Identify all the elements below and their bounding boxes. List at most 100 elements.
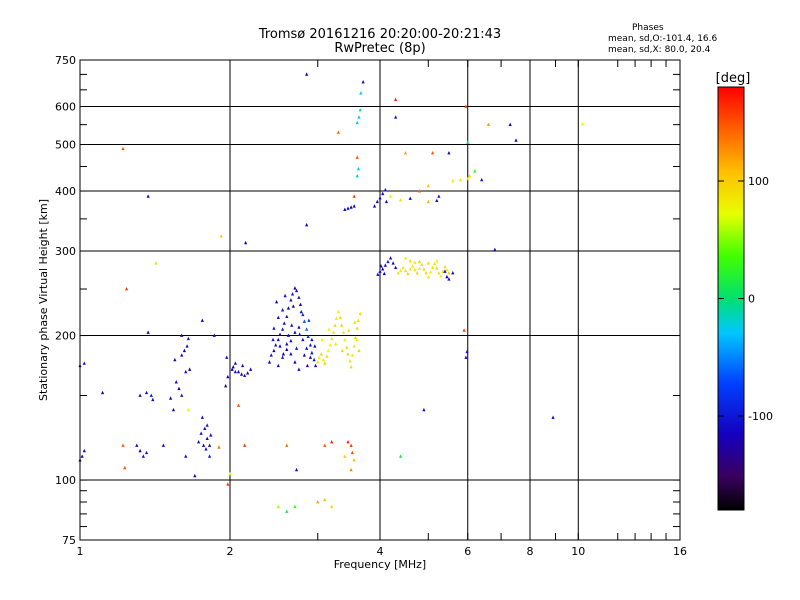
data-point bbox=[458, 177, 463, 182]
data-point bbox=[441, 269, 445, 273]
data-point bbox=[355, 155, 359, 159]
data-point bbox=[408, 267, 412, 271]
data-point bbox=[161, 443, 165, 447]
data-point bbox=[486, 122, 490, 127]
data-point bbox=[169, 396, 173, 400]
data-point bbox=[352, 204, 356, 208]
data-point bbox=[346, 440, 350, 444]
data-point bbox=[330, 504, 334, 509]
data-point bbox=[121, 443, 125, 447]
data-point bbox=[381, 191, 385, 196]
data-point bbox=[276, 504, 280, 509]
data-point bbox=[204, 447, 208, 451]
data-point bbox=[82, 361, 86, 365]
data-point bbox=[297, 325, 301, 329]
data-point bbox=[200, 318, 204, 322]
data-point bbox=[435, 198, 439, 203]
data-point bbox=[294, 346, 299, 350]
data-point bbox=[301, 312, 305, 317]
data-point bbox=[298, 332, 302, 336]
data-point bbox=[269, 353, 273, 357]
data-point bbox=[334, 342, 338, 346]
data-point bbox=[307, 318, 311, 322]
colorbar-ticks: 100 0 -100 bbox=[718, 175, 773, 423]
data-point bbox=[209, 433, 213, 437]
x-axis-label: Frequency [MHz] bbox=[334, 558, 426, 571]
data-point bbox=[301, 337, 305, 342]
data-point bbox=[350, 450, 354, 455]
data-point bbox=[426, 274, 430, 279]
data-point bbox=[278, 332, 282, 336]
data-point bbox=[290, 323, 294, 327]
data-point bbox=[340, 348, 344, 353]
data-point bbox=[293, 360, 297, 364]
data-point bbox=[293, 504, 297, 509]
x-tick-label: 2 bbox=[227, 545, 234, 558]
data-point bbox=[417, 189, 422, 193]
data-point bbox=[228, 471, 232, 476]
data-point bbox=[353, 335, 357, 340]
data-point bbox=[319, 352, 323, 356]
data-point bbox=[146, 330, 150, 334]
data-point bbox=[212, 333, 216, 337]
data-point bbox=[138, 448, 142, 453]
data-point bbox=[180, 353, 184, 357]
data-point bbox=[443, 269, 447, 273]
data-point bbox=[467, 173, 472, 178]
data-point bbox=[285, 314, 289, 319]
data-point bbox=[193, 473, 197, 478]
data-point bbox=[445, 274, 449, 279]
data-point bbox=[352, 458, 356, 462]
data-point bbox=[355, 173, 359, 178]
y-tick-label: 200 bbox=[55, 330, 76, 343]
data-point bbox=[447, 151, 451, 155]
chart-title: Tromsø 20161216 20:20:00-20:21:43 bbox=[258, 27, 502, 42]
data-point bbox=[325, 354, 329, 358]
phases-x-stats: mean, sd,X: 80.0, 20.4 bbox=[608, 45, 711, 55]
data-point bbox=[154, 261, 158, 265]
data-point bbox=[403, 268, 408, 273]
data-point bbox=[372, 204, 377, 208]
axis-ticks bbox=[79, 59, 681, 541]
data-point bbox=[205, 423, 209, 427]
data-point bbox=[320, 337, 324, 342]
data-point bbox=[184, 454, 188, 458]
data-point bbox=[417, 259, 422, 264]
x-tick-label: 4 bbox=[377, 545, 384, 558]
data-point bbox=[302, 319, 306, 323]
data-point bbox=[375, 199, 379, 204]
data-point bbox=[430, 265, 435, 270]
data-point bbox=[313, 344, 317, 348]
data-point bbox=[415, 270, 419, 275]
data-point bbox=[465, 349, 469, 354]
data-point bbox=[330, 336, 334, 341]
y-tick-label: 400 bbox=[55, 185, 76, 198]
data-point bbox=[426, 199, 430, 204]
data-point bbox=[388, 256, 393, 260]
data-point bbox=[359, 91, 363, 95]
data-point bbox=[316, 499, 320, 504]
data-point bbox=[334, 316, 338, 320]
data-point bbox=[276, 363, 280, 368]
data-point bbox=[443, 264, 447, 269]
data-point bbox=[286, 306, 291, 310]
chart-subtitle: RwPretec (8p) bbox=[334, 41, 426, 56]
data-point bbox=[345, 345, 349, 349]
data-point bbox=[403, 256, 408, 260]
data-point bbox=[413, 267, 417, 272]
data-point bbox=[381, 267, 385, 271]
data-point bbox=[356, 166, 360, 171]
colorbar-tick-label: -100 bbox=[748, 410, 773, 423]
data-point bbox=[480, 177, 484, 182]
data-point bbox=[224, 383, 228, 388]
data-point bbox=[280, 308, 285, 312]
data-point bbox=[493, 247, 497, 252]
data-point bbox=[430, 151, 435, 155]
data-point bbox=[293, 330, 297, 334]
data-point bbox=[146, 194, 150, 198]
data-point bbox=[399, 268, 403, 273]
data-point bbox=[293, 286, 297, 290]
data-point bbox=[180, 333, 184, 337]
data-point bbox=[231, 364, 235, 369]
data-point bbox=[308, 355, 313, 359]
